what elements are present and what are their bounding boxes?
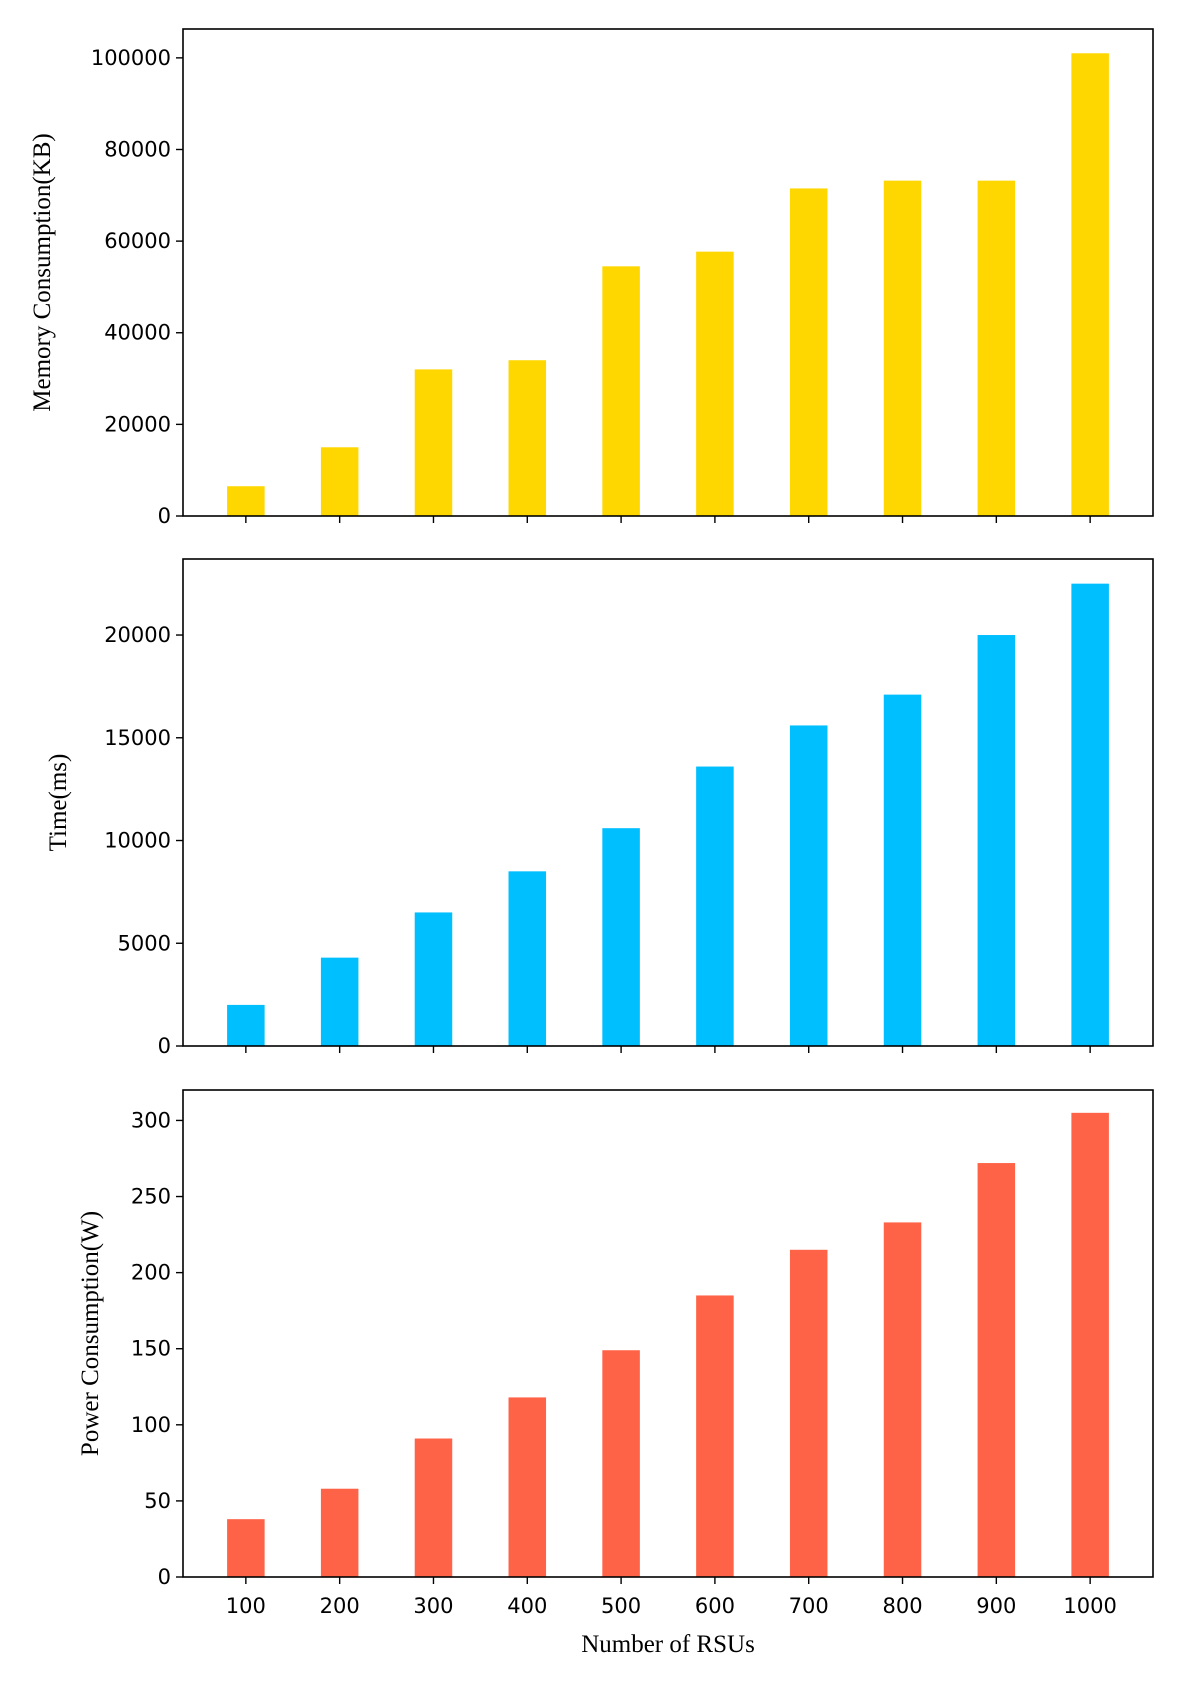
bar-500	[602, 828, 640, 1046]
y-axis-label: Power Consumption(W)	[77, 1211, 104, 1456]
y-tick-label: 10000	[104, 829, 171, 853]
bar-900	[977, 635, 1016, 1046]
bar-500	[602, 1350, 640, 1577]
y-tick-label: 40000	[104, 321, 171, 345]
y-tick-label: 100	[131, 1413, 171, 1437]
y-tick-label: 0	[158, 504, 171, 528]
bar-300	[414, 912, 453, 1046]
x-tick-label: 100	[226, 1594, 266, 1618]
y-tick-label: 60000	[104, 229, 171, 253]
bar-400	[508, 360, 547, 516]
bar-400	[508, 1397, 547, 1577]
bar-100	[227, 1004, 265, 1046]
x-tick-label: 200	[320, 1594, 360, 1618]
axes-frame	[182, 558, 1154, 1047]
y-tick-label: 50	[144, 1489, 171, 1513]
axes-frame	[182, 1089, 1154, 1578]
x-tick-label: 600	[695, 1594, 735, 1618]
bar-500	[602, 266, 640, 516]
bar-100	[227, 1519, 265, 1577]
subplot-3: 0 50 100 150 200 250 300 100 200 300 400 500 600 700 8…	[77, 1089, 1154, 1658]
bar-600	[696, 251, 734, 516]
subplot-2: 0 5000 10000 15000 20000 Time(ms)	[45, 558, 1154, 1058]
y-tick-label: 200	[131, 1261, 171, 1285]
bar-300	[414, 369, 453, 516]
y-tick-label: 5000	[118, 931, 171, 955]
y-axis-label: Time(ms)	[45, 754, 72, 852]
bar-1000	[1071, 1112, 1109, 1577]
y-tick-label: 20000	[104, 623, 171, 647]
x-tick-label: 1000	[1063, 1594, 1116, 1618]
bar-700	[789, 1249, 828, 1577]
x-tick-label: 900	[976, 1594, 1016, 1618]
x-tick-label: 300	[413, 1594, 453, 1618]
bar-1000	[1071, 583, 1109, 1046]
x-tick-label: 800	[882, 1594, 922, 1618]
bar-800	[883, 694, 922, 1046]
bar-900	[977, 1163, 1016, 1577]
bar-600	[696, 1295, 734, 1577]
x-axis-label: Number of RSUs	[581, 1631, 755, 1658]
axes-frame	[182, 28, 1154, 517]
bar-700	[789, 188, 828, 516]
y-tick-label: 0	[158, 1034, 171, 1058]
y-tick-label: 80000	[104, 137, 171, 161]
x-tick-label: 400	[507, 1594, 547, 1618]
y-tick-label: 100000	[91, 46, 171, 70]
y-tick-label: 15000	[104, 726, 171, 750]
bar-200	[320, 1488, 359, 1577]
bar-200	[320, 957, 359, 1046]
bar-700	[789, 725, 828, 1046]
y-tick-label: 250	[131, 1185, 171, 1209]
y-axis-label: Memory Consumption(KB)	[29, 133, 56, 411]
bar-400	[508, 871, 547, 1046]
x-tick-label: 500	[601, 1594, 641, 1618]
subplot-1: 0 20000 40000 60000 80000 100000 Memory Consum…	[29, 28, 1154, 528]
y-tick-label: 20000	[104, 412, 171, 436]
bar-800	[883, 180, 922, 516]
y-tick-label: 150	[131, 1337, 171, 1361]
bar-200	[320, 447, 359, 516]
bar-600	[696, 766, 734, 1046]
bar-1000	[1071, 53, 1109, 516]
y-tick-label: 0	[158, 1565, 171, 1589]
y-tick-label: 300	[131, 1108, 171, 1132]
bar-300	[414, 1438, 453, 1577]
bar-800	[883, 1222, 922, 1577]
bar-100	[227, 486, 265, 516]
bar-900	[977, 180, 1016, 516]
x-tick-label: 700	[789, 1594, 829, 1618]
